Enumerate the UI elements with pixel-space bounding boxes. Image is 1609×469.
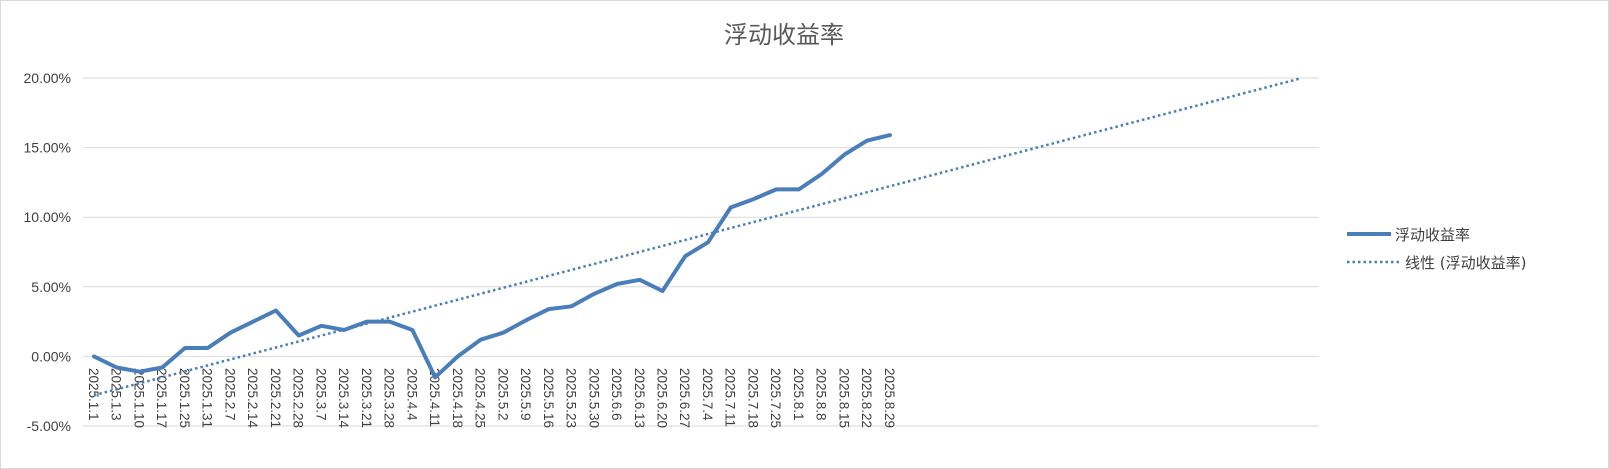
series-layer	[92, 77, 1300, 397]
x-axis-ticks: 2025.1.1 2025.1.3 2025.1.10 2025.1.17 2025.1…	[86, 368, 897, 429]
x-tick-label: 2025.4.18	[450, 368, 465, 428]
x-tick-label: 2025.6.6	[609, 368, 624, 421]
y-tick-label: 5.00%	[31, 279, 71, 295]
y-tick-label: 0.00%	[31, 348, 71, 364]
y-axis-ticks: -5.00% 0.00% 5.00% 10.00% 15.00% 20.00%	[24, 70, 71, 434]
x-tick-label: 2025.8.1	[791, 368, 806, 421]
x-tick-label: 2025.6.27	[677, 368, 692, 428]
y-tick-label: -5.00%	[27, 418, 71, 434]
y-tick-label: 10.00%	[24, 209, 71, 225]
x-tick-label: 2025.5.30	[586, 368, 601, 428]
x-tick-label: 2025.1.10	[131, 368, 146, 428]
x-tick-label: 2025.3.14	[336, 368, 351, 429]
x-tick-label: 2025.5.2	[495, 368, 510, 421]
x-tick-label: 2025.2.14	[245, 368, 260, 429]
x-tick-label: 2025.8.8	[814, 368, 829, 421]
x-tick-label: 2025.8.29	[882, 368, 897, 428]
gridlines	[83, 77, 1319, 427]
series-line	[92, 133, 892, 380]
x-tick-label: 2025.2.28	[291, 368, 306, 428]
legend: 浮动收益率 线性 (浮动收益率)	[1347, 226, 1526, 272]
x-tick-label: 2025.4.11	[427, 368, 442, 427]
y-tick-label: 15.00%	[24, 140, 71, 156]
x-tick-label: 2025.5.23	[564, 368, 579, 428]
x-tick-label: 2025.5.9	[518, 368, 533, 421]
x-tick-label: 2025.1.17	[154, 368, 169, 428]
x-tick-label: 2025.6.13	[632, 368, 647, 428]
x-tick-label: 2025.1.31	[200, 368, 215, 428]
x-tick-label: 2025.5.16	[541, 368, 556, 428]
trendline	[93, 77, 1300, 397]
x-tick-label: 2025.7.4	[700, 368, 715, 421]
x-tick-label: 2025.1.25	[177, 368, 192, 428]
x-tick-label: 2025.3.21	[359, 368, 374, 428]
x-tick-label: 2025.3.7	[313, 368, 328, 421]
x-tick-label: 2025.7.25	[768, 368, 783, 428]
chart-title: 浮动收益率	[724, 21, 844, 49]
x-tick-label: 2025.6.20	[655, 368, 670, 428]
x-tick-label: 2025.8.22	[859, 368, 874, 428]
y-tick-label: 20.00%	[24, 70, 71, 86]
x-tick-label: 2025.2.7	[222, 368, 237, 421]
x-tick-label: 2025.1.1	[86, 368, 101, 421]
x-tick-label: 2025.4.4	[404, 368, 419, 421]
x-tick-label: 2025.7.18	[745, 368, 760, 428]
legend-label-series: 浮动收益率	[1395, 226, 1470, 244]
x-tick-label: 2025.4.25	[473, 368, 488, 428]
x-tick-label: 2025.7.11	[723, 368, 738, 427]
x-tick-label: 2025.3.28	[382, 368, 397, 428]
x-tick-label: 2025.2.21	[268, 368, 283, 428]
x-tick-label: 2025.8.15	[836, 368, 851, 428]
x-tick-label: 2025.1.3	[109, 368, 124, 421]
legend-label-trendline: 线性 (浮动收益率)	[1405, 254, 1526, 272]
